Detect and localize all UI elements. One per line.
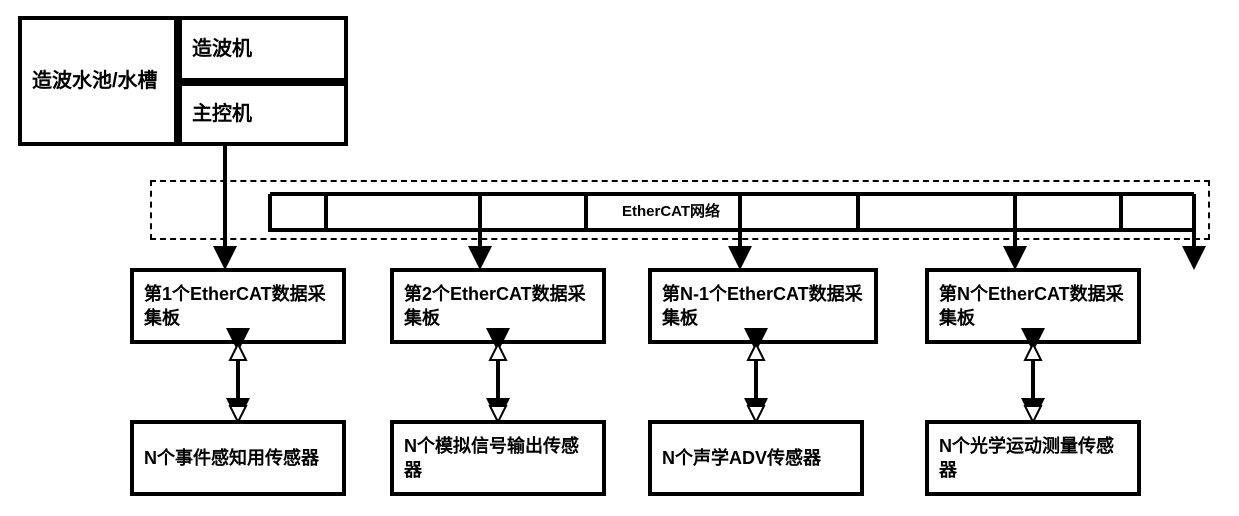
ethercat-board-1-label: 第1个EtherCAT数据采集板 [144,282,332,331]
ethercat-board-1: 第1个EtherCAT数据采集板 [130,268,346,344]
ethercat-board-4: 第N个EtherCAT数据采集板 [925,268,1141,344]
ethercat-network-label: EtherCAT网络 [620,200,722,221]
sensor-group-3-label: N个声学ADV传感器 [662,446,821,470]
master-controller-box: 主控机 [178,82,348,146]
ethercat-board-3: 第N-1个EtherCAT数据采集板 [648,268,878,344]
ethercat-board-3-label: 第N-1个EtherCAT数据采集板 [662,282,864,331]
sensor-group-1: N个事件感知用传感器 [130,420,346,496]
sensor-group-2-label: N个模拟信号输出传感器 [404,434,592,483]
master-controller-label: 主控机 [192,101,252,128]
sensor-group-1-label: N个事件感知用传感器 [144,446,319,470]
pool-tank-box: 造波水池/水槽 [18,16,178,146]
sensor-group-2: N个模拟信号输出传感器 [390,420,606,496]
sensor-group-4-label: N个光学运动测量传感器 [939,434,1127,483]
ethercat-board-2: 第2个EtherCAT数据采集板 [390,268,606,344]
sensor-group-4: N个光学运动测量传感器 [925,420,1141,496]
sensor-group-3: N个声学ADV传感器 [648,420,864,496]
wave-machine-box: 造波机 [178,16,348,82]
pool-tank-label: 造波水池/水槽 [32,68,158,95]
ethercat-board-4-label: 第N个EtherCAT数据采集板 [939,282,1127,331]
wave-machine-label: 造波机 [192,36,252,63]
ethercat-board-2-label: 第2个EtherCAT数据采集板 [404,282,592,331]
